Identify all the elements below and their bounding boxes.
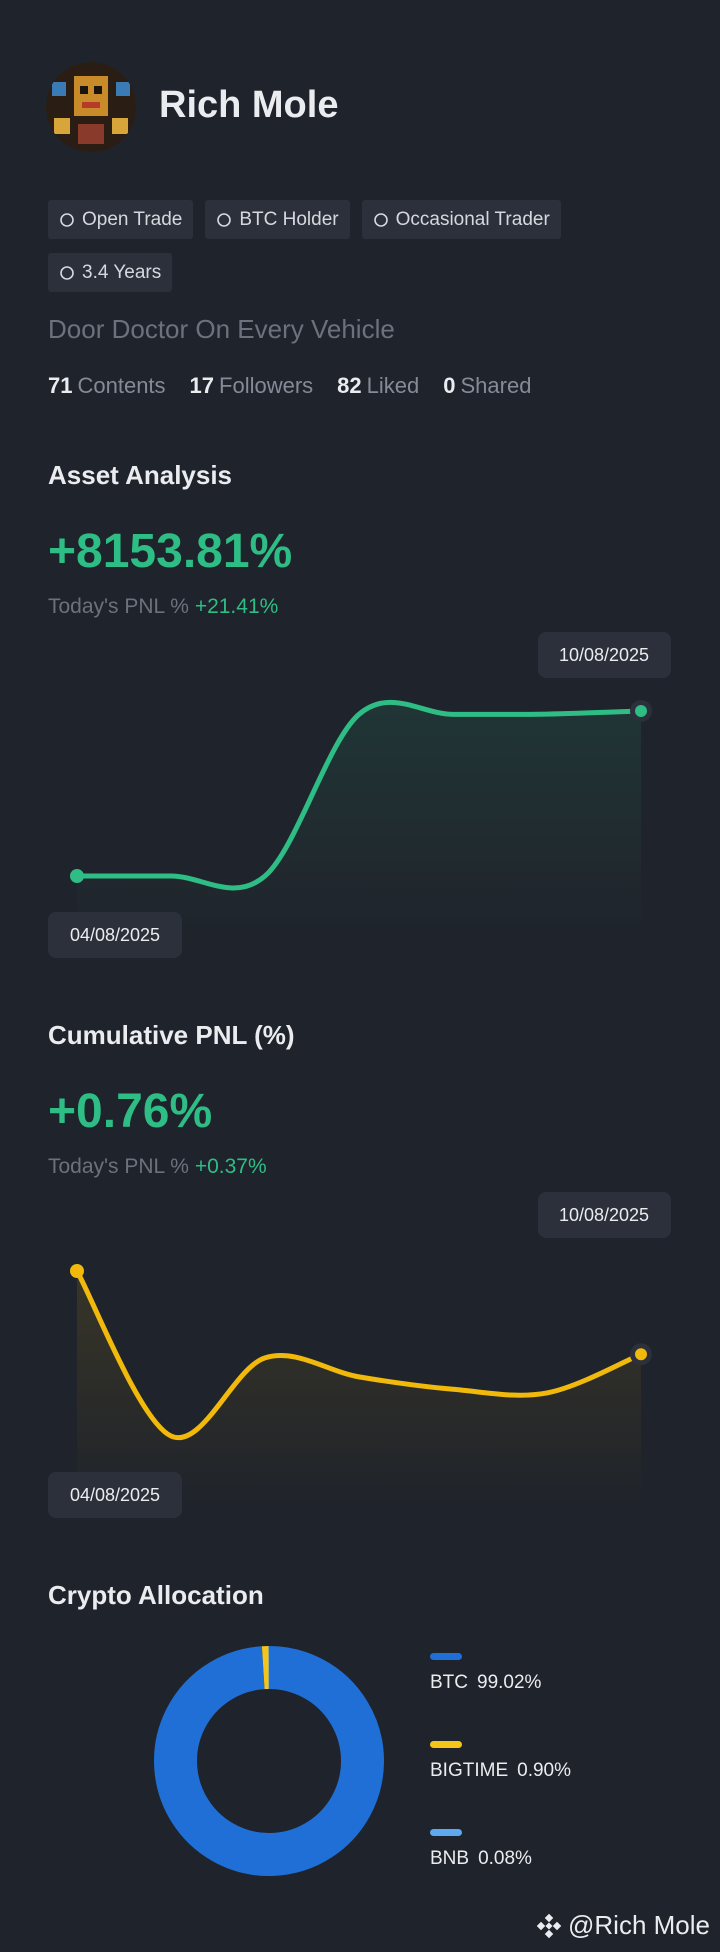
legend-value: 99.02% (477, 1672, 542, 1693)
footer: @Rich Mole (536, 1910, 710, 1941)
today-value: +0.37% (194, 1155, 267, 1178)
today-label: Today's PNL % (48, 595, 189, 618)
area (77, 702, 641, 947)
stat-value: 82 (337, 373, 362, 398)
stat-label: Shared (460, 373, 532, 398)
stat-value: 17 (189, 373, 215, 398)
tooltip-date: 10/08/2025 (559, 1205, 649, 1225)
tooltip-date: 04/08/2025 (70, 925, 160, 945)
tag-text: Open Trade (82, 209, 183, 230)
tag-icon (373, 212, 388, 227)
tooltip-box (538, 1192, 671, 1238)
area (77, 1271, 641, 1507)
tag: BTC Holder (205, 200, 350, 239)
stat-label: Liked (366, 373, 420, 398)
tag: Occasional Trader (361, 200, 561, 239)
legend-swatch (430, 1829, 462, 1836)
stat-label: Contents (77, 373, 166, 398)
start-point (70, 869, 84, 883)
headline-value: +0.76% (48, 1085, 213, 1138)
tag-icon (217, 212, 232, 227)
legend-value: 0.90% (517, 1760, 571, 1781)
legend-entry: BIGTIME 0.90% (430, 1760, 571, 1781)
icon-shape (60, 265, 74, 280)
tooltip-box (538, 632, 671, 678)
line-chart: 10/08/2025 04/08/2025 (48, 632, 671, 958)
today-pnl: Today's PNL % +21.41% (48, 595, 278, 619)
stat-value: 71 (48, 373, 73, 398)
bio: Door Doctor On Every Vehicle (48, 314, 395, 344)
stat-value: 0 (443, 373, 456, 398)
legend-label: BTC (430, 1672, 468, 1693)
legend-label: BIGTIME (430, 1760, 508, 1781)
stat: 17 Followers (190, 373, 314, 399)
tag: Open Trade (48, 200, 194, 239)
section-title: Asset Analysis (48, 460, 233, 490)
start-point (70, 1264, 84, 1278)
avatar (46, 62, 136, 152)
legend-value: 0.08% (478, 1848, 532, 1869)
today-pnl: Today's PNL % +0.37% (48, 1155, 267, 1179)
line (74, 1268, 644, 1441)
tag-icon (60, 212, 74, 227)
end-point (635, 1348, 647, 1361)
stats: 71 Contents 17 Followers 82 Liked 0 Shared (48, 373, 531, 399)
legend-swatch (430, 1653, 462, 1660)
stat: 0 Shared (443, 373, 531, 399)
icon-shape (217, 212, 232, 227)
headline-value: +8153.81% (48, 525, 293, 578)
legend-entry: BNB 0.08% (430, 1848, 532, 1869)
today-label: Today's PNL % (48, 1155, 189, 1178)
tag-text: BTC Holder (239, 209, 339, 230)
tag-icon (60, 265, 74, 280)
icon-shape (373, 212, 388, 227)
icon-shape (60, 212, 74, 227)
legend-label: BNB (430, 1848, 469, 1869)
profile-name: Rich Mole (159, 84, 339, 126)
line (74, 699, 644, 891)
tag-text: 3.4 Years (82, 262, 162, 283)
tooltip-box (48, 1472, 182, 1518)
section-title: Crypto Allocation (48, 1580, 264, 1610)
end-point (635, 705, 647, 717)
section-title: Cumulative PNL (%) (48, 1020, 295, 1050)
logo (536, 1913, 562, 1938)
line-chart: 10/08/2025 04/08/2025 (48, 1192, 671, 1518)
tooltip-box (48, 912, 182, 958)
donut-chart: BTC 99.02% BIGTIME 0.90% BNB 0.08% (154, 1646, 571, 1876)
stat: 82 Liked (337, 373, 419, 399)
tag: 3.4 Years (48, 253, 173, 292)
footer-text: @Rich Mole (568, 1910, 710, 1940)
tooltip-date: 04/08/2025 (70, 1485, 160, 1505)
legend-entry: BTC 99.02% (430, 1672, 542, 1693)
stat: 71 Contents (48, 373, 166, 399)
slice (154, 1646, 384, 1876)
today-value: +21.41% (194, 595, 279, 618)
tag-list: Open Trade BTC Holder Occasional Trader 3.4… (48, 200, 688, 292)
stat-label: Followers (219, 373, 314, 398)
legend-swatch (430, 1741, 462, 1748)
tooltip-date: 10/08/2025 (559, 645, 649, 665)
tag-text: Occasional Trader (395, 209, 550, 230)
